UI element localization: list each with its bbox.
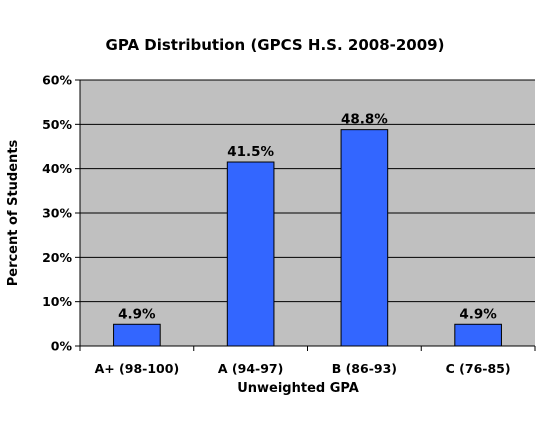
data-label: 41.5% xyxy=(227,144,274,160)
y-tick-label: 0% xyxy=(51,339,73,354)
y-tick-label: 40% xyxy=(42,161,72,176)
x-axis-title: Unweighted GPA xyxy=(237,381,359,396)
x-tick-label: A (94-97) xyxy=(218,361,283,376)
y-tick-label: 60% xyxy=(42,73,72,88)
bar xyxy=(454,323,502,347)
x-tick-label: B (86-93) xyxy=(332,361,397,376)
data-label: 4.9% xyxy=(459,306,497,322)
y-axis-title: Percent of Students xyxy=(6,139,21,286)
data-labels-group: 4.9% 41.5% 48.8% 4.9% xyxy=(118,112,497,323)
data-label: 4.9% xyxy=(118,306,156,322)
gridlines xyxy=(80,79,535,303)
bars-group xyxy=(113,129,502,347)
data-label: 48.8% xyxy=(341,112,388,128)
y-tick-label: 10% xyxy=(42,294,72,309)
bar xyxy=(226,161,275,347)
y-tick-label: 50% xyxy=(42,117,72,132)
bar xyxy=(340,129,389,347)
bar xyxy=(113,323,161,347)
x-axis-ticks: A+ (98-100) A (94-97) B (86-93) C (76-85) xyxy=(79,346,536,376)
y-tick-label: 20% xyxy=(42,250,72,265)
x-tick-label: A+ (98-100) xyxy=(95,361,180,376)
chart-title: GPA Distribution (GPCS H.S. 2008-2009) xyxy=(106,36,445,54)
x-tick-label: C (76-85) xyxy=(446,361,511,376)
y-axis-ticks: 0% 10% 20% 30% 40% 50% 60% xyxy=(42,73,80,354)
y-tick-label: 30% xyxy=(42,206,72,221)
